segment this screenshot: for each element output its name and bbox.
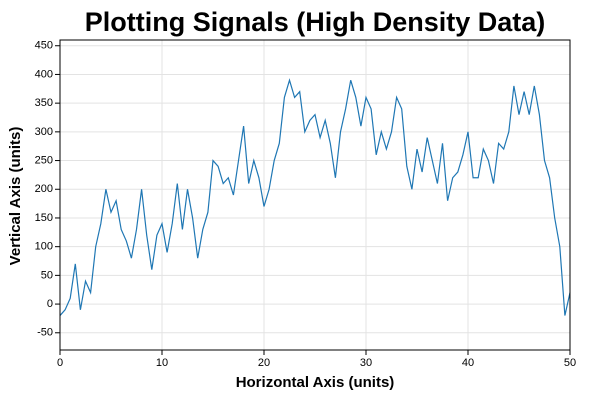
x-tick-label: 0 bbox=[57, 357, 63, 369]
y-tick-label: 250 bbox=[35, 154, 53, 166]
plot-frame bbox=[59, 39, 571, 351]
y-tick-label: 350 bbox=[35, 97, 53, 109]
signal-line bbox=[59, 78, 571, 316]
x-tick-label: 40 bbox=[462, 357, 474, 369]
x-tick-label: 50 bbox=[564, 357, 576, 369]
plot-area bbox=[60, 40, 570, 350]
x-tick-label: 30 bbox=[360, 357, 372, 369]
y-axis-label: Vertical Axis (units) bbox=[7, 127, 24, 266]
y-tick-label: 100 bbox=[35, 241, 53, 253]
y-tick-label: 300 bbox=[35, 126, 53, 138]
y-tick-label: 400 bbox=[35, 68, 53, 80]
y-tick-label: 450 bbox=[35, 40, 53, 52]
y-tick-label: 150 bbox=[35, 212, 53, 224]
x-axis-label: Horizontal Axis (units) bbox=[236, 374, 395, 391]
x-tick-label: 10 bbox=[156, 357, 168, 369]
y-tick-label: 50 bbox=[41, 269, 53, 281]
y-tick-label: 200 bbox=[35, 183, 53, 195]
chart-title: Plotting Signals (High Density Data) bbox=[85, 7, 546, 37]
y-tick-label: -50 bbox=[37, 327, 53, 339]
y-tick-label: 0 bbox=[47, 298, 53, 310]
x-tick-label: 20 bbox=[258, 357, 270, 369]
